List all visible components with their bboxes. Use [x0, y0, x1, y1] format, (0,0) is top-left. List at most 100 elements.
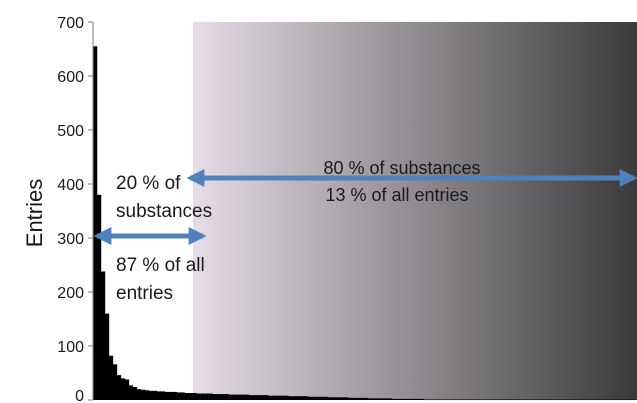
bar: [563, 399, 568, 401]
bar: [371, 398, 377, 400]
bar: [152, 390, 158, 400]
bar: [515, 399, 520, 401]
bar: [280, 395, 285, 400]
y-tick-label: 200: [57, 285, 84, 302]
bar: [340, 397, 345, 400]
bar: [264, 395, 269, 400]
bar: [292, 396, 297, 400]
bar: [587, 399, 592, 401]
bar: [495, 399, 500, 401]
bar: [284, 395, 289, 400]
bar: [172, 391, 177, 400]
bar: [100, 271, 106, 400]
bar: [196, 393, 201, 400]
bar: [176, 392, 181, 400]
bar: [611, 399, 616, 401]
bar: [232, 394, 237, 400]
bar: [591, 399, 596, 401]
bar: [571, 399, 576, 401]
bar: [539, 399, 544, 401]
bar: [631, 399, 636, 401]
bar: [192, 392, 197, 400]
bar: [447, 399, 452, 401]
bar: [551, 399, 556, 401]
bar: [555, 399, 560, 401]
bar: [523, 399, 528, 401]
bar: [316, 396, 321, 400]
bar: [200, 393, 205, 400]
y-tick-label: 100: [57, 339, 84, 356]
bar: [375, 398, 381, 400]
bar: [252, 395, 257, 400]
bar: [619, 399, 624, 401]
bar: [559, 399, 564, 401]
bar: [120, 378, 126, 400]
bar: [595, 399, 600, 401]
bar: [116, 375, 122, 400]
bar: [603, 399, 608, 401]
bar: [300, 396, 305, 400]
bar: [96, 194, 102, 400]
bar: [467, 399, 472, 401]
bar: [260, 395, 265, 400]
bar: [224, 394, 229, 400]
bar: [160, 391, 165, 400]
bar: [236, 394, 241, 400]
bar: [527, 399, 532, 401]
bar: [399, 398, 405, 400]
bar: [487, 399, 492, 401]
bar: [615, 399, 620, 401]
bar: [531, 399, 536, 401]
bar: [296, 396, 301, 400]
bar: [455, 399, 460, 401]
bar: [543, 399, 548, 401]
bar: [352, 397, 357, 400]
bar: [415, 398, 421, 400]
bar: [535, 399, 540, 401]
bar: [156, 391, 161, 400]
annotation-13-percent: 13 % of all entries: [325, 185, 468, 205]
bar: [168, 391, 173, 400]
bar: [411, 398, 417, 400]
bar: [479, 399, 484, 401]
annotation-80-percent: 80 % of substances: [323, 158, 480, 178]
bar: [367, 398, 373, 400]
bar: [308, 396, 313, 400]
annotation-20-percent-line1: 20 % of: [116, 173, 181, 194]
bar: [503, 399, 508, 401]
bar: [324, 396, 329, 400]
bar: [483, 399, 488, 401]
bar: [248, 395, 253, 400]
bar: [443, 399, 448, 401]
bar: [407, 398, 413, 400]
bar: [128, 385, 134, 400]
bar: [144, 390, 150, 400]
bar: [336, 397, 341, 400]
y-ticks: 0 100 200 300 400 500 600 700: [57, 15, 93, 403]
annotation-87-percent-line1: 87 % of all: [116, 255, 205, 276]
bar: [124, 379, 130, 400]
bar: [108, 355, 114, 400]
bar: [607, 399, 612, 401]
bar: [228, 394, 233, 400]
bar: [599, 399, 604, 401]
y-tick-label: 300: [57, 231, 84, 248]
bar: [93, 46, 98, 401]
annotation-20-percent-line2: substances: [116, 201, 212, 222]
bar: [364, 397, 369, 400]
bar: [579, 399, 584, 401]
bar: [180, 392, 185, 400]
y-tick-label: 500: [57, 123, 84, 140]
bar: [184, 392, 189, 400]
bar: [547, 399, 552, 401]
y-axis-label: Entries: [22, 179, 47, 247]
bar: [439, 399, 444, 401]
bar: [220, 394, 225, 400]
bar: [623, 399, 628, 401]
bar: [344, 397, 349, 400]
bar: [499, 399, 504, 401]
bar: [471, 399, 476, 401]
bar: [459, 399, 464, 401]
bar: [356, 397, 361, 400]
bar: [451, 399, 456, 401]
